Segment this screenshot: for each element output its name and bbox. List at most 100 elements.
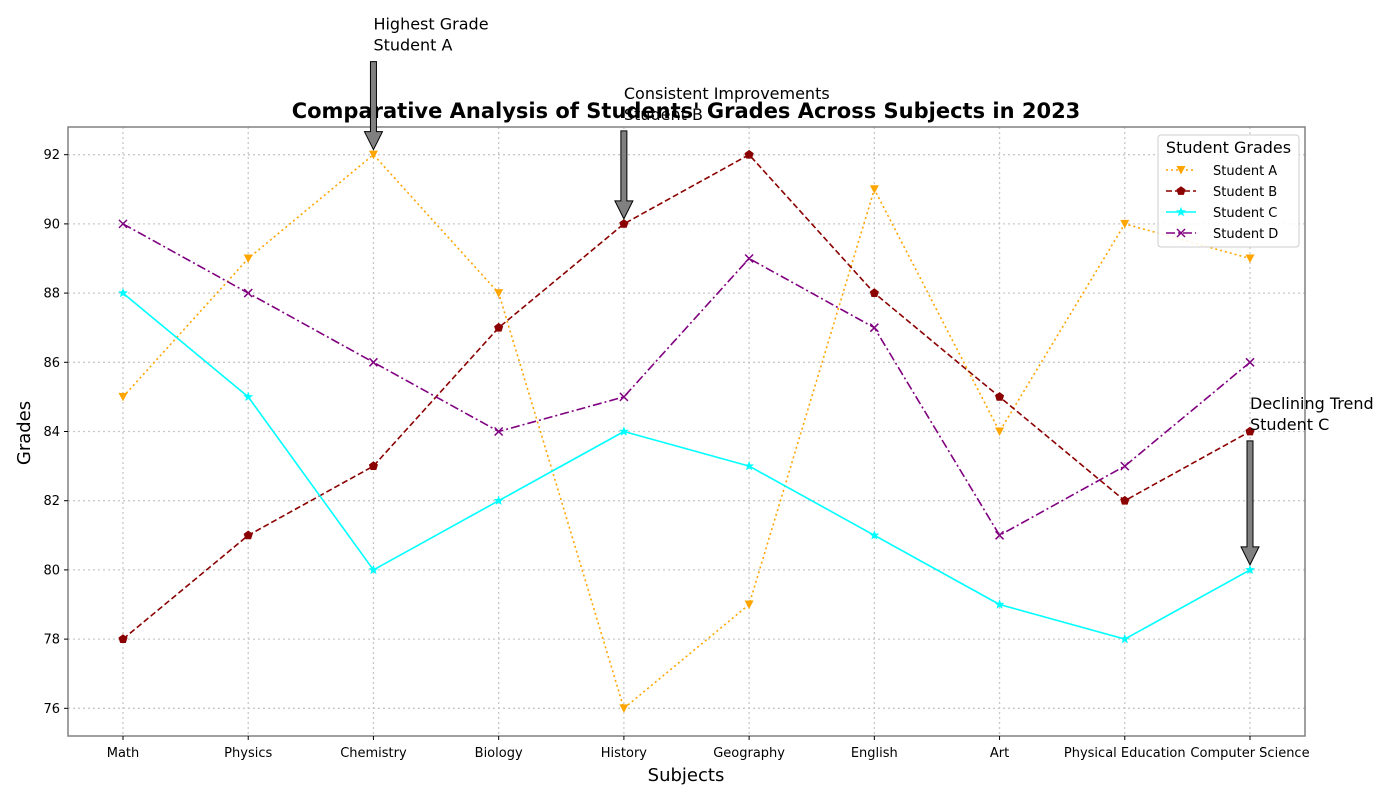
x-tick-label: History <box>601 746 648 761</box>
data-point-student-c <box>744 460 755 471</box>
x-tick-label: Art <box>990 746 1009 761</box>
x-tick-label: Math <box>107 746 140 761</box>
series-line-student-c <box>122 292 1251 640</box>
x-tick-label: Geography <box>713 746 785 761</box>
data-point-student-d <box>243 288 253 298</box>
data-point-student-a <box>869 185 879 194</box>
data-point-student-a <box>995 427 1005 436</box>
data-point-student-b <box>619 219 629 228</box>
annotation-text: Student A <box>373 36 452 55</box>
data-point-student-b <box>1120 495 1130 505</box>
data-point-student-b <box>994 392 1005 401</box>
series-student-d <box>118 219 1255 540</box>
data-point-student-b <box>494 322 504 332</box>
legend-box <box>1157 134 1300 248</box>
x-tick-label: Computer Science <box>1190 746 1309 761</box>
legend-item-student-d: Student D <box>1166 227 1278 242</box>
data-point-student-c <box>1119 633 1130 644</box>
data-point-student-c <box>243 391 254 402</box>
y-tick-label: 82 <box>43 494 60 509</box>
x-tick-label: Biology <box>475 746 523 761</box>
data-point-student-a <box>118 392 128 402</box>
legend-item-student-a: Student A <box>1166 164 1277 179</box>
data-point-student-a <box>744 600 754 610</box>
annotation-text: Student C <box>1250 415 1329 434</box>
y-axis-label: Grades <box>14 401 35 465</box>
legend-label: Student D <box>1213 227 1278 242</box>
series-line-student-b <box>122 153 1251 640</box>
legend: Student Grades Student A Student B Student … <box>1157 134 1300 248</box>
legend-item-student-c: Student C <box>1166 206 1277 221</box>
data-point-student-d <box>1245 357 1255 367</box>
y-tick-label: 92 <box>43 148 60 163</box>
legend-label: Student C <box>1213 206 1277 221</box>
x-tick-label: English <box>851 746 898 761</box>
annotation-arrow <box>614 130 634 221</box>
data-point-student-a <box>1245 254 1255 263</box>
annotation-arrow <box>363 61 384 151</box>
annotation-text: Highest Grade <box>373 15 488 34</box>
data-point-student-c <box>118 287 128 298</box>
data-point-student-a <box>619 704 629 713</box>
data-point-student-a <box>1120 219 1130 229</box>
x-tick-label: Physical Education <box>1064 746 1186 761</box>
legend-title: Student Grades <box>1166 138 1291 157</box>
y-tick-label: 80 <box>43 563 60 578</box>
data-point-student-c <box>869 530 880 540</box>
annotation-consistent-improvements: Consistent Improvements Student B <box>614 84 830 221</box>
series-student-a <box>118 150 1255 713</box>
data-point-student-b <box>243 530 253 540</box>
x-tick-label: Chemistry <box>340 746 407 761</box>
data-point-student-a <box>368 150 378 160</box>
series-layer <box>118 149 1255 713</box>
y-tick-label: 90 <box>43 217 60 232</box>
data-point-student-c <box>618 426 629 436</box>
grid <box>68 127 1305 736</box>
data-point-student-d <box>995 530 1005 540</box>
data-point-student-c <box>1245 564 1255 575</box>
data-point-student-d <box>869 323 879 333</box>
data-point-student-b <box>869 288 879 297</box>
y-tick-label: 78 <box>43 633 60 648</box>
chart-title: Comparative Analysis of Students' Grades… <box>292 99 1081 123</box>
legend-marker <box>1176 206 1186 217</box>
x-tick-label: Physics <box>224 746 272 761</box>
legend-marker <box>1176 228 1186 238</box>
annotation-text: Student B <box>624 105 703 124</box>
y-tick-label: 86 <box>43 356 60 371</box>
data-point-student-c <box>994 599 1005 609</box>
legend-item-student-b: Student B <box>1166 185 1277 200</box>
data-point-student-d <box>494 426 504 437</box>
data-point-student-d <box>1120 461 1130 471</box>
data-point-student-b <box>1245 426 1255 436</box>
legend-label: Student A <box>1213 164 1277 179</box>
data-point-student-b <box>744 149 754 159</box>
series-line-student-a <box>122 153 1251 710</box>
series-line-student-d <box>122 223 1251 537</box>
series-student-b <box>118 149 1255 643</box>
data-point-student-b <box>118 634 128 643</box>
y-tick-label: 84 <box>43 425 60 440</box>
data-point-student-a <box>243 254 253 263</box>
annotations: Highest Grade Student A Consistent Improve… <box>363 15 1374 567</box>
x-axis: Math Physics Chemistry Biology History Geogra… <box>107 736 1310 761</box>
data-point-student-d <box>118 219 128 229</box>
y-axis: 76 78 80 82 84 86 88 90 92 <box>43 148 68 717</box>
data-point-student-c <box>368 564 379 575</box>
legend-label: Student B <box>1213 185 1277 200</box>
data-point-student-d <box>619 392 629 402</box>
data-point-student-d <box>368 357 378 367</box>
x-axis-label: Subjects <box>648 765 725 786</box>
series-student-c <box>118 287 1255 644</box>
data-point-student-a <box>494 289 504 298</box>
y-tick-label: 88 <box>43 287 60 302</box>
annotation-highest-grade: Highest Grade Student A <box>363 15 489 151</box>
data-point-student-c <box>493 495 504 505</box>
data-point-student-d <box>744 253 754 264</box>
y-tick-label: 76 <box>43 702 60 717</box>
annotation-text: Declining Trend <box>1250 394 1374 413</box>
annotation-arrow <box>1240 440 1260 567</box>
annotation-declining-trend: Declining Trend Student C <box>1240 394 1374 567</box>
legend-marker <box>1176 166 1186 175</box>
